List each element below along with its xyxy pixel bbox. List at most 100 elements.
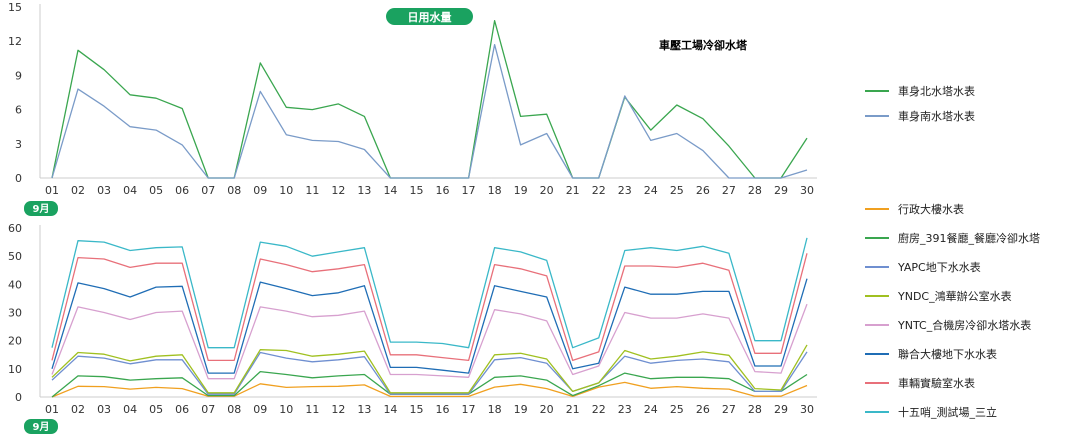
x-tick-label: 26 [696, 403, 710, 416]
x-tick-label: 09 [253, 184, 267, 197]
legend-label: 十五哨_測試場_三立 [898, 405, 997, 419]
y-tick-label: 30 [8, 307, 22, 320]
series-line-5 [51, 303, 808, 380]
y-tick-label: 6 [15, 104, 22, 117]
x-tick-label: 06 [175, 403, 189, 416]
y-tick-label: 12 [8, 35, 22, 48]
y-tick-label: 20 [8, 335, 22, 348]
y-tick-label: 60 [8, 222, 22, 235]
x-tick-label: 30 [800, 403, 814, 416]
x-tick-label: 23 [618, 403, 632, 416]
y-tick-label: 15 [8, 1, 22, 14]
x-tick-label: 16 [436, 403, 450, 416]
x-tick-label: 29 [774, 184, 788, 197]
legend-item[interactable]: 聯合大樓地下水水表 [865, 347, 997, 361]
month-tag-label: 9月 [33, 203, 50, 215]
month-tag-bg [24, 201, 58, 216]
x-tick-label: 26 [696, 184, 710, 197]
x-tick-label: 03 [97, 403, 111, 416]
month-tag-chart2: 9月 [24, 419, 58, 434]
x-tick-label: 17 [462, 184, 476, 197]
legend-label: 廚房_391餐廳_餐廳冷卻水塔 [898, 231, 1040, 245]
x-tick-label: 05 [149, 403, 163, 416]
series-line-1 [51, 381, 808, 398]
month-tag-chart1: 9月 [24, 201, 58, 216]
legend-item[interactable]: 廚房_391餐廳_餐廳冷卻水塔 [865, 231, 1040, 245]
legend-item[interactable]: 行政大樓水表 [865, 202, 964, 216]
series-line-6 [51, 278, 808, 374]
legend-item[interactable]: YNTC_合機房冷卻水塔水表 [865, 318, 1031, 332]
x-tick-label: 22 [592, 403, 606, 416]
month-tag-label: 9月 [33, 421, 50, 433]
x-tick-label: 11 [305, 184, 319, 197]
x-tick-label: 15 [409, 403, 423, 416]
legend-item[interactable]: YNDC_鴻華辦公室水表 [865, 289, 1012, 303]
daily-water-usage-badge[interactable]: 日用水量 [386, 8, 473, 25]
x-tick-label: 28 [748, 184, 762, 197]
x-tick-label: 07 [201, 403, 215, 416]
x-tick-label: 30 [800, 184, 814, 197]
x-tick-label: 27 [722, 184, 736, 197]
x-tick-label: 25 [670, 184, 684, 197]
x-tick-label: 14 [383, 184, 397, 197]
y-tick-label: 0 [15, 391, 22, 404]
x-tick-label: 07 [201, 184, 215, 197]
chart1-title: 車壓工場冷卻水塔 [659, 38, 748, 52]
x-tick-label: 17 [462, 403, 476, 416]
legend-label: 聯合大樓地下水水表 [898, 347, 997, 361]
legend-item[interactable]: 十五哨_測試場_三立 [865, 405, 997, 419]
x-tick-label: 11 [305, 403, 319, 416]
legend-label: 車身北水塔水表 [898, 84, 975, 98]
legend-item[interactable]: 車輛實驗室水表 [865, 376, 975, 390]
legend-item[interactable]: YAPC地下水水表 [865, 260, 981, 274]
legend-item[interactable]: 車身北水塔水表 [865, 84, 975, 98]
x-tick-label: 04 [123, 184, 137, 197]
legend-label: YNDC_鴻華辦公室水表 [897, 289, 1012, 303]
x-tick-label: 23 [618, 184, 632, 197]
x-tick-label: 20 [540, 403, 554, 416]
x-tick-label: 28 [748, 403, 762, 416]
x-tick-label: 05 [149, 184, 163, 197]
legend-label: 行政大樓水表 [898, 202, 964, 216]
series-line-8 [51, 237, 808, 349]
x-tick-label: 22 [592, 184, 606, 197]
x-tick-label: 24 [644, 184, 658, 197]
x-tick-label: 01 [45, 184, 59, 197]
x-tick-label: 03 [97, 184, 111, 197]
x-tick-label: 25 [670, 403, 684, 416]
x-tick-label: 27 [722, 403, 736, 416]
legend-label: 車身南水塔水表 [898, 109, 975, 123]
x-tick-label: 21 [566, 403, 580, 416]
y-tick-label: 9 [15, 69, 22, 82]
series-line-2 [51, 43, 808, 179]
x-tick-label: 10 [279, 403, 293, 416]
x-tick-label: 24 [644, 403, 658, 416]
x-tick-label: 02 [71, 184, 85, 197]
x-tick-label: 10 [279, 184, 293, 197]
legend-label: YNTC_合機房冷卻水塔水表 [897, 318, 1031, 332]
x-tick-label: 12 [331, 403, 345, 416]
x-tick-label: 16 [436, 184, 450, 197]
month-tag-bg [24, 419, 58, 434]
x-tick-label: 18 [488, 403, 502, 416]
y-tick-label: 10 [8, 363, 22, 376]
series-line-7 [51, 253, 808, 362]
x-tick-label: 15 [409, 184, 423, 197]
y-tick-label: 50 [8, 250, 22, 263]
x-tick-label: 13 [357, 184, 371, 197]
x-tick-label: 01 [45, 403, 59, 416]
legend-item[interactable]: 車身南水塔水表 [865, 109, 975, 123]
x-tick-label: 18 [488, 184, 502, 197]
x-tick-label: 06 [175, 184, 189, 197]
y-tick-label: 3 [15, 138, 22, 151]
badge-label: 日用水量 [408, 10, 452, 24]
x-tick-label: 19 [514, 184, 528, 197]
y-tick-label: 40 [8, 278, 22, 291]
x-tick-label: 21 [566, 184, 580, 197]
series-line-4 [51, 344, 808, 394]
